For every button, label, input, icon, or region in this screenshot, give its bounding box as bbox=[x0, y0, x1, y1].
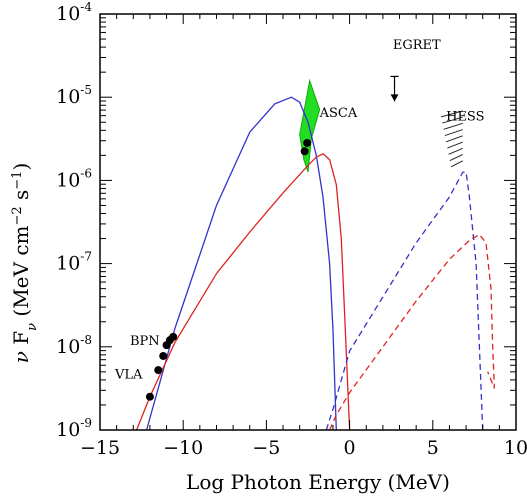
series-curve-3 bbox=[325, 171, 484, 430]
x-tick-label: 5 bbox=[427, 437, 439, 459]
y-tick-label: 10-9 bbox=[56, 416, 92, 441]
x-tick-label: −5 bbox=[252, 437, 280, 459]
data-point bbox=[300, 147, 309, 156]
x-tick-label: −10 bbox=[163, 437, 203, 459]
y-tick-label: 10-5 bbox=[56, 83, 92, 108]
plot-frame bbox=[99, 13, 517, 431]
x-axis-label: Log Photon Energy (MeV) bbox=[186, 470, 450, 494]
vla-label: VLA bbox=[114, 367, 143, 382]
egret-label: EGRET bbox=[393, 38, 441, 53]
series-curve-2 bbox=[135, 153, 351, 430]
hess-label: HESS bbox=[446, 109, 484, 124]
data-point bbox=[159, 351, 168, 360]
y-axis-label: ν Fν (MeV cm−2 s−1) bbox=[9, 163, 40, 364]
bpn-label: BPN bbox=[130, 334, 160, 349]
y-tick-label: 10-4 bbox=[56, 0, 92, 25]
data-point bbox=[303, 138, 312, 147]
asca-label: ASCA bbox=[319, 106, 358, 121]
y-tick-label: 10-8 bbox=[56, 333, 92, 358]
hess-region bbox=[440, 110, 463, 168]
data-point bbox=[169, 332, 178, 341]
series-curve-1 bbox=[145, 96, 337, 430]
y-tick-label: 10-6 bbox=[56, 166, 92, 191]
data-point bbox=[145, 392, 154, 401]
x-tick-label: 10 bbox=[504, 437, 527, 459]
y-tick-label: 10-7 bbox=[56, 250, 92, 275]
x-tick-label: −15 bbox=[80, 437, 120, 459]
x-tick-label: 0 bbox=[344, 437, 356, 459]
egret-upper-limit-arrow bbox=[390, 75, 399, 102]
series-curve-4 bbox=[329, 233, 496, 430]
data-point bbox=[154, 366, 163, 375]
